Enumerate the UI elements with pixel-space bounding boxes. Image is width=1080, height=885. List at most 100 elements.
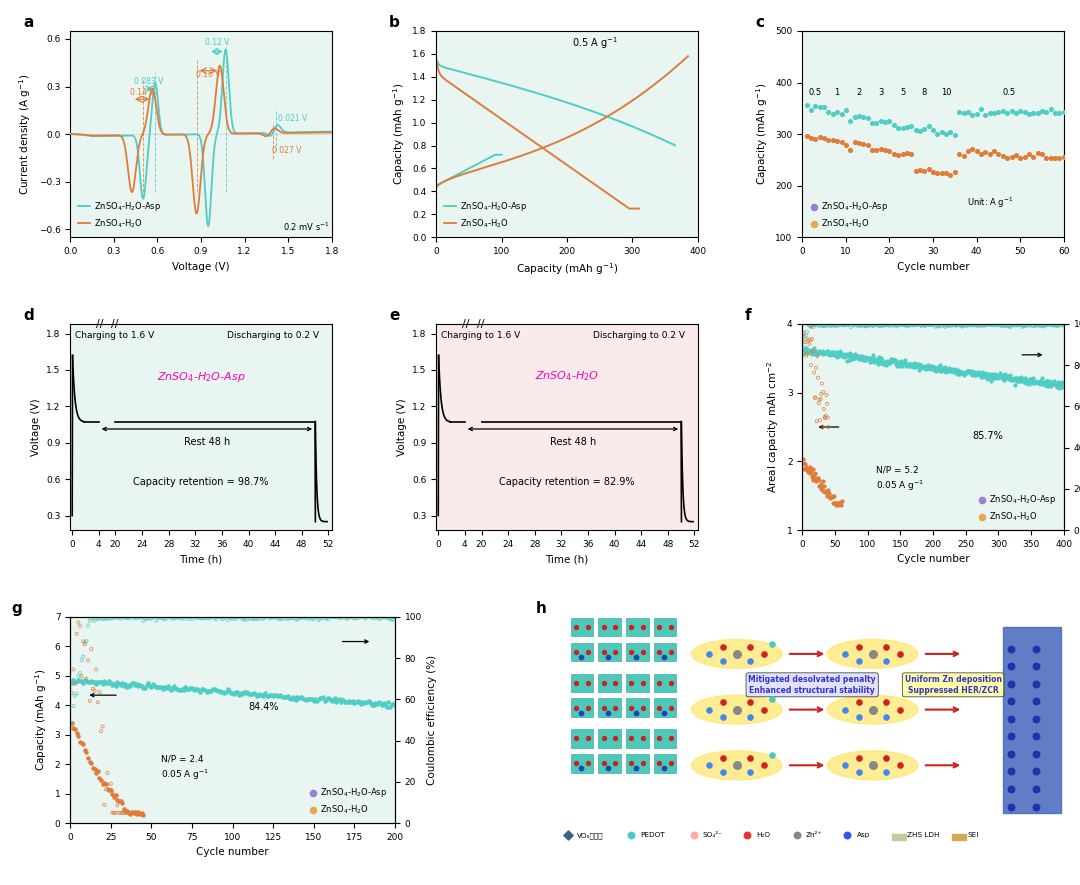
Point [1013,372,1030,386]
Point [853,319,870,333]
Point [799,335,816,349]
Point [851,352,868,366]
Point [819,318,836,332]
Point [197,683,214,697]
Bar [626,698,649,717]
Point [1005,372,1023,386]
Point [307,610,324,624]
Point [894,358,912,373]
Point [795,344,812,358]
Point [813,480,831,494]
Point [948,365,966,379]
Point [855,352,873,366]
Point [896,318,914,332]
Point [266,688,283,702]
Point [982,318,999,332]
Point [1022,318,1039,332]
Point [972,366,989,381]
Point [84,760,102,774]
Point [149,680,166,694]
Point [627,650,645,664]
Point [1027,799,1044,813]
Point [338,695,355,709]
Point [125,612,143,626]
Point [870,352,888,366]
Point [77,637,94,651]
Point [1040,317,1057,331]
Point [804,347,821,361]
Bar [570,643,593,661]
Point [805,319,822,334]
Point [929,360,946,374]
Point [913,319,930,333]
Point [991,369,1009,383]
Point [383,612,401,627]
Point [91,685,108,699]
Point [936,319,954,334]
Point [217,685,234,699]
Point [1002,799,1020,813]
Point [856,319,874,334]
Text: //: // [96,319,104,328]
Point [902,318,919,332]
Point [1035,377,1052,391]
Bar [570,698,593,717]
Point [869,318,887,332]
Point [951,319,969,333]
Point [995,149,1012,163]
Point [595,645,612,659]
Point [1002,694,1020,708]
Point [997,370,1014,384]
Point [1027,677,1044,691]
Point [1023,376,1040,390]
Point [106,610,123,624]
Point [106,789,123,804]
Point [1008,318,1025,332]
Text: //: // [462,319,470,328]
Point [197,611,214,625]
Point [81,674,98,689]
Point [827,317,845,331]
Point [815,100,833,114]
Point [877,142,894,157]
Point [113,676,131,690]
Point [833,135,850,150]
Point [811,344,828,358]
Point [1028,318,1045,332]
Point [262,611,280,625]
Point [83,674,100,689]
Point [200,611,217,625]
Point [219,612,237,627]
Point [818,489,835,504]
Point [1024,373,1041,387]
Point [935,319,953,333]
Point [912,358,929,372]
Point [1035,319,1052,333]
Point [662,756,679,770]
Text: N/P = 5.2: N/P = 5.2 [876,466,918,474]
Point [821,348,838,362]
Point [352,696,369,711]
Point [313,611,330,625]
Point [978,318,996,332]
Point [826,319,843,333]
Point [808,346,825,360]
Text: 85.7%: 85.7% [972,431,1003,442]
Point [947,363,964,377]
Point [942,126,959,140]
Point [110,794,127,808]
Point [912,163,929,177]
Point [950,366,968,381]
Point [805,462,822,476]
Point [187,610,204,624]
Point [224,686,241,700]
Point [980,366,997,381]
Point [937,365,955,379]
Point [342,610,360,624]
Point [814,347,832,361]
Point [864,319,881,333]
Point [976,318,994,332]
Point [1010,318,1027,332]
Bar [626,754,649,773]
Point [961,365,978,379]
